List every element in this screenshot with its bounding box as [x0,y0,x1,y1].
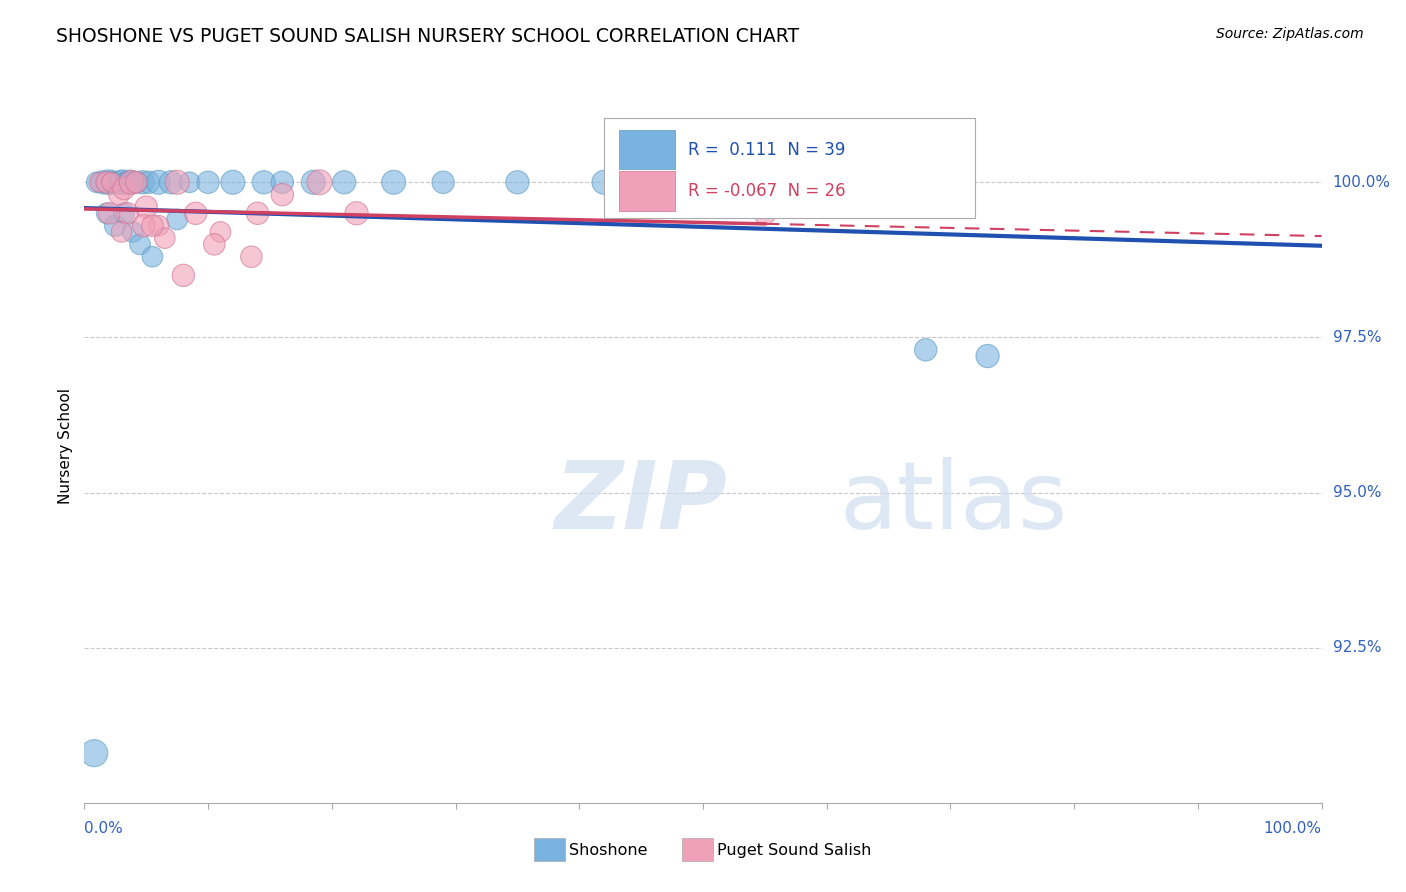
Point [246,206,269,220]
Point [593,175,616,189]
Point [302,175,325,189]
Point [976,349,998,363]
Point [506,175,529,189]
Point [127,175,149,189]
Point [209,225,232,239]
Text: 100.0%: 100.0% [1264,822,1322,837]
Text: 92.5%: 92.5% [1333,640,1381,655]
Text: Puget Sound Salish: Puget Sound Salish [717,843,872,857]
Point [120,175,142,189]
Point [86,175,108,189]
Point [914,343,936,357]
Point [240,250,263,264]
Point [122,175,145,189]
Point [105,175,128,189]
Y-axis label: Nursery School: Nursery School [58,388,73,504]
Point [148,219,170,233]
Point [112,206,135,220]
Point [110,175,132,189]
Point [308,175,330,189]
Text: Source: ZipAtlas.com: Source: ZipAtlas.com [1216,27,1364,41]
Point [138,175,160,189]
Point [179,175,201,189]
Point [121,225,143,239]
Point [89,175,111,189]
Point [111,175,134,189]
Text: R =  0.111  N = 39: R = 0.111 N = 39 [688,141,845,159]
Point [101,175,124,189]
Point [166,175,188,189]
Bar [619,171,675,211]
Point [83,746,105,760]
Point [271,187,294,202]
Point [184,206,207,220]
Point [98,175,121,189]
Point [112,181,135,195]
Point [779,175,801,189]
FancyBboxPatch shape [605,118,976,218]
Point [91,175,114,189]
Point [253,175,276,189]
Point [148,175,170,189]
Point [382,175,405,189]
Text: 95.0%: 95.0% [1333,485,1381,500]
Text: 97.5%: 97.5% [1333,330,1381,345]
Point [135,200,157,214]
Point [115,175,138,189]
Point [104,219,127,233]
Point [172,268,194,283]
Point [125,175,148,189]
Text: Shoshone: Shoshone [569,843,648,857]
Text: R = -0.067  N = 26: R = -0.067 N = 26 [688,182,846,200]
Point [108,187,131,202]
Point [852,175,875,189]
Point [98,206,121,220]
Point [132,219,155,233]
Text: 100.0%: 100.0% [1333,175,1391,190]
Point [197,175,219,189]
Point [100,175,122,189]
Text: atlas: atlas [839,457,1067,549]
Point [153,231,176,245]
Point [692,175,714,189]
Point [160,175,183,189]
Point [141,219,163,233]
Point [131,175,153,189]
Point [110,225,132,239]
Point [96,206,118,220]
Point [129,237,152,252]
Text: 0.0%: 0.0% [84,822,124,837]
Point [333,175,356,189]
Point [271,175,294,189]
Point [96,175,118,189]
Bar [619,130,675,169]
Point [141,250,163,264]
Point [120,175,142,189]
Point [166,212,188,227]
Point [432,175,454,189]
Point [117,206,139,220]
Point [222,175,245,189]
Text: ZIP: ZIP [554,457,727,549]
Point [754,206,776,220]
Point [346,206,368,220]
Point [202,237,225,252]
Text: SHOSHONE VS PUGET SOUND SALISH NURSERY SCHOOL CORRELATION CHART: SHOSHONE VS PUGET SOUND SALISH NURSERY S… [56,27,800,45]
